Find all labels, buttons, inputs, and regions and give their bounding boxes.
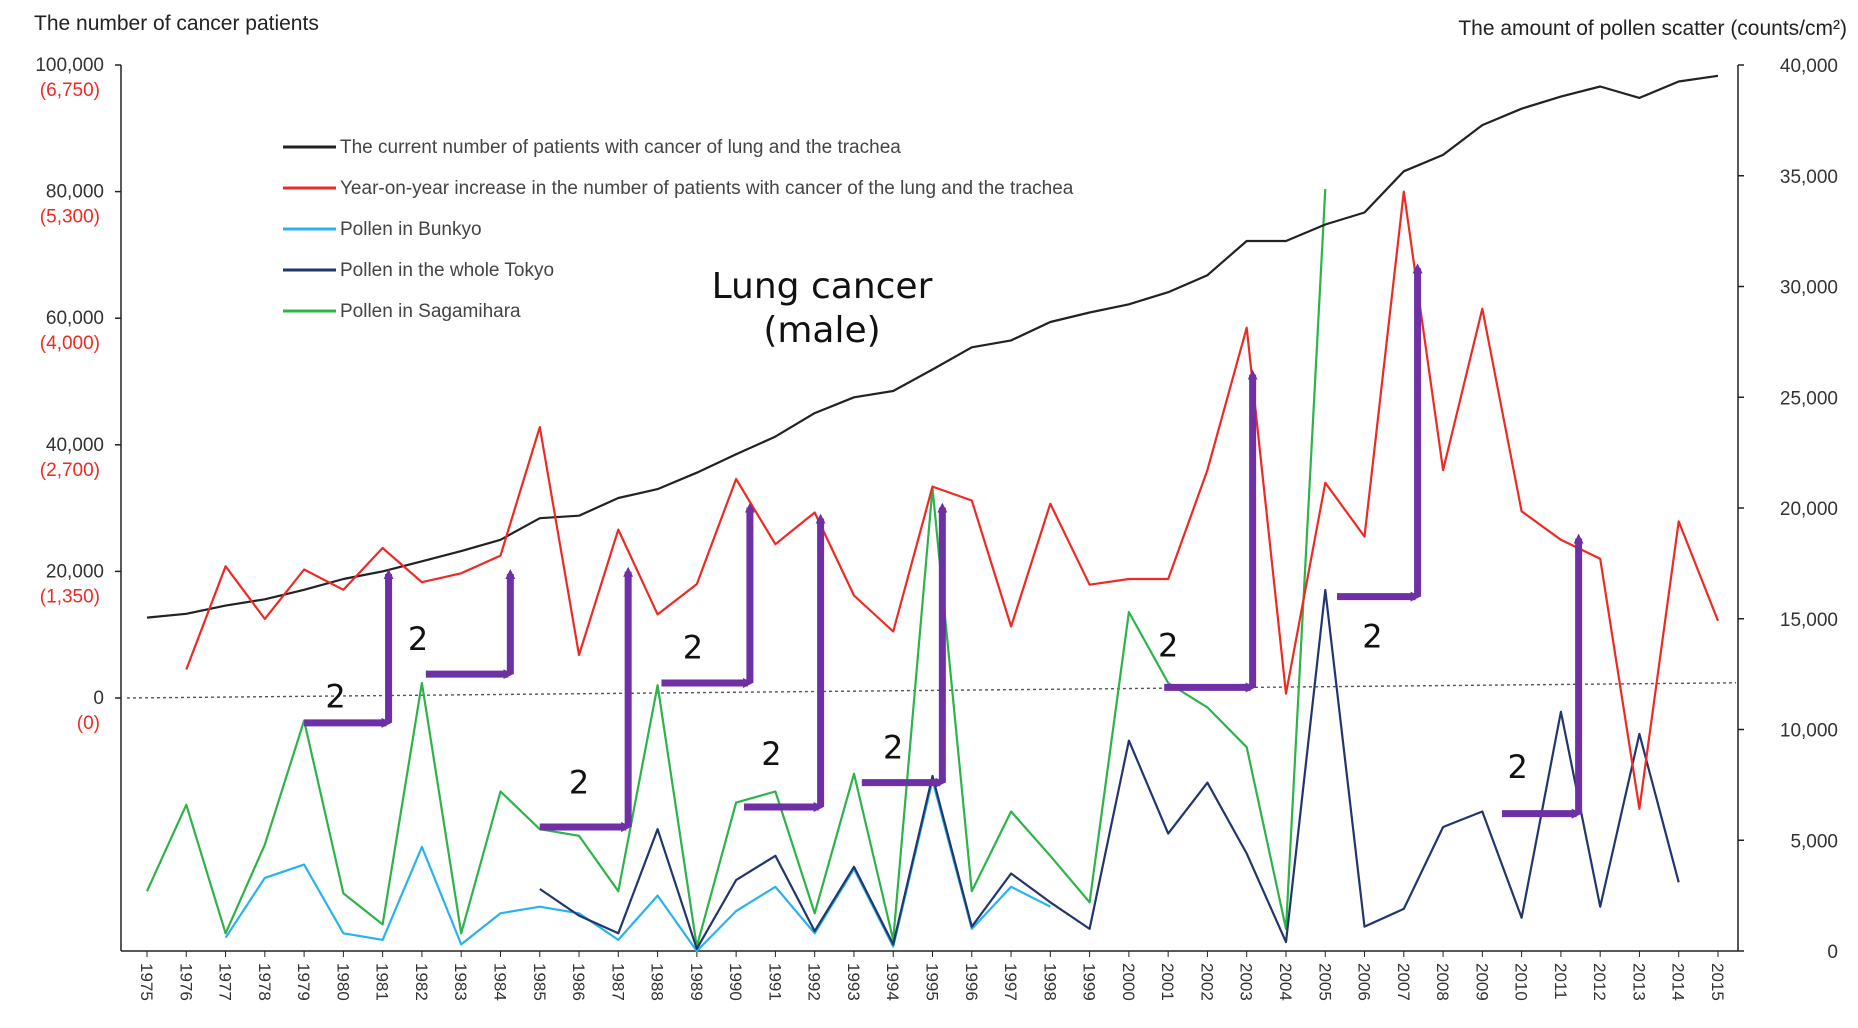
left-tick-label: 0 — [93, 688, 104, 709]
x-tick-label: 1979 — [294, 963, 313, 1001]
left-tick-label: 80,000 — [46, 182, 104, 203]
annotation-label: 2 — [761, 735, 781, 773]
left-tick-label: 60,000 — [46, 308, 104, 329]
right-tick-label: 30,000 — [1780, 278, 1838, 299]
x-tick-label: 1977 — [216, 963, 235, 1001]
annotation-label: 2 — [1158, 626, 1178, 664]
x-tick-label: 1990 — [726, 963, 745, 1001]
x-tick-label: 1992 — [805, 963, 824, 1001]
x-tick-label: 1994 — [883, 963, 902, 1001]
x-tick-label: 2005 — [1315, 963, 1334, 1001]
x-tick-label: 1988 — [648, 963, 667, 1001]
x-tick-label: 1999 — [1080, 963, 1099, 1001]
x-tick-label: 1991 — [765, 963, 784, 1001]
zero-baseline — [126, 682, 1737, 699]
annotation-label: 2 — [1362, 618, 1382, 656]
x-tick-label: 1987 — [608, 963, 627, 1001]
x-tick-label: 2006 — [1355, 963, 1374, 1001]
left-tick-alt-label: (2,700) — [40, 460, 100, 481]
left-tick-label: 20,000 — [46, 561, 104, 582]
x-tick-label: 1975 — [137, 963, 156, 1001]
legend: The current number of patients with canc… — [283, 137, 1074, 322]
right-tick-label: 5,000 — [1790, 831, 1838, 852]
x-tick-label: 1996 — [962, 963, 981, 1001]
annotation-label: 2 — [683, 629, 703, 667]
x-tick-label: 2003 — [1237, 963, 1256, 1001]
left-tick-alt-label: (4,000) — [40, 333, 100, 354]
annotation-layer: 2 2 2 2 2 2 2 2 2 — [325, 618, 1528, 802]
series-layer — [126, 74, 1737, 953]
x-tick-label: 2007 — [1394, 963, 1413, 1001]
right-tick-label: 35,000 — [1780, 167, 1838, 188]
x-tick-label: 2009 — [1472, 963, 1491, 1001]
right-axis-title: The amount of pollen scatter (counts/cm²… — [1458, 17, 1847, 40]
right-tick-label: 20,000 — [1780, 499, 1838, 520]
x-tick-label: 2012 — [1590, 963, 1609, 1001]
x-tick-label: 1995 — [923, 963, 942, 1001]
arrow-layer — [304, 263, 1584, 832]
left-axis: 0 (0) 20,000 (1,350) 40,000 (2,700) 60,000 (4,0… — [35, 55, 121, 734]
right-tick-label: 0 — [1827, 942, 1838, 963]
x-tick-label: 1981 — [373, 963, 392, 1001]
x-tick-label: 1978 — [255, 963, 274, 1001]
right-tick-label: 40,000 — [1780, 56, 1838, 77]
x-tick-label: 1998 — [1040, 963, 1059, 1001]
x-tick-label: 1989 — [687, 963, 706, 1001]
x-tick-label: 1976 — [176, 963, 195, 1001]
annotation-label: 2 — [569, 764, 589, 802]
right-tick-label: 25,000 — [1780, 388, 1838, 409]
x-tick-label: 2014 — [1669, 963, 1688, 1001]
x-tick-label: 1985 — [530, 963, 549, 1001]
right-tick-label: 10,000 — [1780, 721, 1838, 742]
x-tick-label: 2001 — [1158, 963, 1177, 1001]
right-tick-label: 15,000 — [1780, 610, 1838, 631]
x-tick-label: 1983 — [451, 963, 470, 1001]
legend-label: Year-on-year increase in the number of p… — [340, 178, 1074, 199]
legend-label: Pollen in Sagamihara — [340, 301, 521, 322]
x-tick-label: 2008 — [1433, 963, 1452, 1001]
x-axis: 1975 1976 1977 1978 1979 1980 1981 1982 1983 1984… — [137, 951, 1727, 1001]
legend-label: The current number of patients with canc… — [340, 137, 901, 158]
right-axis: 0 5,000 10,000 15,000 20,000 25,000 30,000 35,0… — [1738, 56, 1838, 963]
left-axis-title: The number of cancer patients — [34, 12, 319, 35]
x-tick-label: 1980 — [333, 963, 352, 1001]
legend-label: Pollen in the whole Tokyo — [340, 260, 554, 281]
x-tick-label: 2002 — [1197, 963, 1216, 1001]
x-tick-label: 2011 — [1551, 963, 1570, 1000]
x-tick-label: 1984 — [490, 963, 509, 1001]
legend-label: Pollen in Bunkyo — [340, 219, 482, 240]
x-tick-label: 2010 — [1512, 963, 1531, 1001]
annotation-label: 2 — [1508, 748, 1528, 786]
left-tick-alt-label: (0) — [77, 713, 100, 734]
chart-subtitle: (male) — [763, 310, 880, 351]
x-tick-label: 1986 — [569, 963, 588, 1001]
left-tick-label: 100,000 — [35, 55, 104, 76]
x-tick-label: 1997 — [1001, 963, 1020, 1001]
annotation-label: 2 — [883, 728, 903, 766]
left-tick-alt-label: (5,300) — [40, 207, 100, 228]
x-tick-label: 2013 — [1629, 963, 1648, 1001]
series-line-4 — [145, 188, 1327, 948]
series-line-3 — [539, 588, 1680, 950]
annotation-label: 2 — [408, 620, 428, 658]
x-tick-label: 2015 — [1708, 963, 1727, 1001]
x-tick-label: 1993 — [844, 963, 863, 1001]
left-tick-label: 40,000 — [46, 435, 104, 456]
x-tick-label: 2004 — [1276, 963, 1295, 1001]
series-line-1 — [185, 190, 1720, 810]
chart-title: Lung cancer — [712, 266, 933, 307]
x-tick-label: 1982 — [412, 963, 431, 1001]
series-line-0 — [146, 74, 1719, 619]
annotation-label: 2 — [325, 677, 345, 715]
left-tick-alt-label: (6,750) — [40, 80, 100, 101]
left-tick-alt-label: (1,350) — [40, 586, 100, 607]
x-tick-label: 2000 — [1119, 963, 1138, 1001]
